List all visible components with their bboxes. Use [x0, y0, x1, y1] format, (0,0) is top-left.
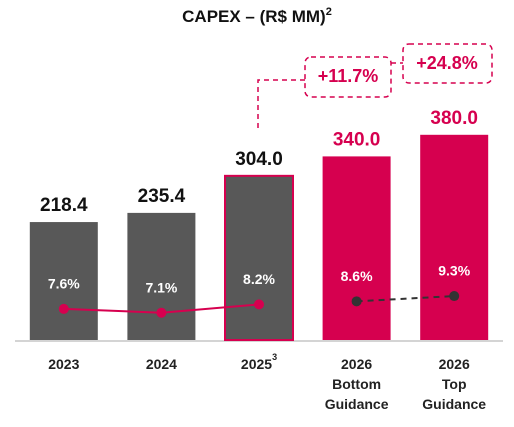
x-tick-superscript: 3	[272, 352, 277, 362]
x-tick-line: Top	[442, 376, 467, 392]
x-tick-text: 2025	[241, 356, 272, 372]
line-point	[351, 296, 362, 307]
line-point	[58, 303, 69, 314]
line	[356, 295, 455, 303]
x-tick-line: 2026	[341, 356, 372, 372]
x-tick-text: 2023	[48, 356, 79, 372]
x-tick-label: 2026 Top Guidance	[422, 356, 486, 412]
line-point	[254, 299, 264, 310]
title-superscript: 2	[326, 6, 332, 18]
annotation: +24.8%	[416, 53, 478, 73]
chart-title: CAPEX – (R$ MM)2	[182, 6, 332, 27]
title-text: CAPEX – (R$ MM)	[182, 7, 326, 26]
annotation: +11.7%	[318, 66, 379, 86]
x-tick-line: Guidance	[422, 396, 486, 412]
x-tick-line: 2026	[439, 356, 470, 372]
x-tick-text: 2026 Top Guidance	[422, 356, 486, 412]
bar-value-label: 218.4	[40, 195, 88, 216]
x-tick-line: 2025	[241, 356, 272, 372]
bar-value-label: 380.0	[430, 108, 478, 129]
x-tick-label: 2026 Bottom Guidance	[325, 356, 389, 412]
line-value-label: 9.3%	[438, 263, 470, 279]
bar	[127, 212, 196, 340]
line-point	[449, 291, 460, 302]
x-tick-line: Bottom	[332, 376, 381, 392]
x-tick-line: 2024	[146, 356, 177, 372]
bar-value-label: 340.0	[333, 129, 381, 150]
bar	[224, 174, 294, 341]
bar-value-label: 304.0	[235, 149, 283, 170]
x-tick-label: 20253	[241, 352, 277, 371]
bar-value-label: 235.4	[138, 186, 186, 207]
x-tick-line: 2023	[48, 356, 79, 372]
bar	[29, 222, 98, 340]
x-tick-line: Guidance	[325, 396, 389, 412]
line-value-label: 8.6%	[341, 268, 373, 284]
bar	[322, 156, 391, 340]
annotation-connector	[257, 79, 305, 128]
line-value-label: 8.2%	[243, 271, 275, 287]
x-tick-text: 2024	[146, 356, 177, 372]
line-point	[156, 307, 167, 318]
x-tick-label: 2024	[146, 356, 177, 372]
bar	[420, 134, 489, 340]
x-tick-label: 2023	[48, 356, 79, 372]
line-value-label: 7.1%	[145, 279, 177, 295]
annotation-box	[402, 43, 493, 84]
line-value-label: 7.6%	[48, 276, 80, 292]
annotation-box	[304, 56, 392, 98]
x-tick-text: 2026 Bottom Guidance	[325, 356, 389, 412]
